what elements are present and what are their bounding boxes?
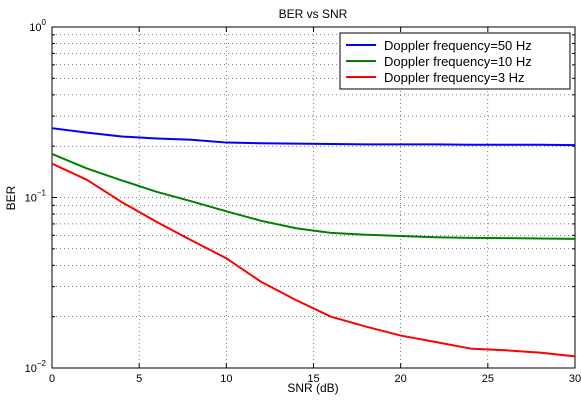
x-tick-label: 20 [395,373,407,385]
series-line-2 [51,162,576,358]
x-axis-label: SNR (dB) [287,381,338,395]
x-tick-label: 15 [307,373,319,385]
x-tick-label: 30 [569,373,581,385]
y-tick-label: 10−2 [25,359,47,375]
x-ticks: 0 5 10 15 20 25 30 [49,27,581,385]
legend-box [339,32,571,90]
series-lines [51,127,576,358]
series-line-1 [51,153,576,240]
y-tick-label: 100 [29,18,46,34]
y-tick-label-base: 10 [25,363,37,375]
legend-entry-2: Doppler frequency=3 Hz [384,70,525,85]
y-tick-label-exponent: −1 [37,189,47,198]
legend-entry-1: Doppler frequency=10 Hz [384,54,532,69]
y-axis-label: BER [4,185,18,210]
x-tick-label: 25 [482,373,494,385]
x-tick-label: 0 [49,373,55,385]
y-tick-label-base: 10 [25,193,37,205]
y-tick-label-base: 10 [29,22,41,34]
series-line-0 [51,127,576,147]
y-tick-label-exponent: −2 [37,359,47,368]
x-tick-label: 5 [136,373,142,385]
y-tick-label: 10−1 [25,189,47,205]
x-tick-label: 10 [220,373,232,385]
y-tick-label-exponent: 0 [42,18,47,27]
chart-title: BER vs SNR [279,7,348,21]
legend-entry-0: Doppler frequency=50 Hz [384,38,532,53]
